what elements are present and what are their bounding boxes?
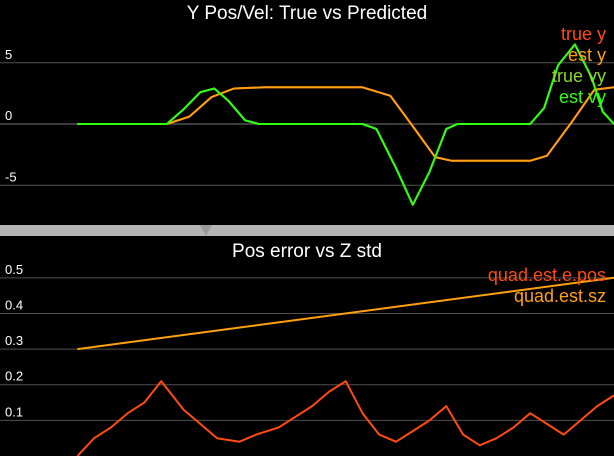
bottom-y-tick-label: 0.4 [5,297,23,312]
top-series [77,43,614,206]
bottom-series-line-quad-est-e-pos [76,380,614,456]
bottom-tick-labels: 0.1 0.2 0.3 0.4 0.5 [5,262,23,420]
bottom-legend-entry: quad.est.sz [514,286,606,306]
top-legend-entry: est y [568,45,606,65]
bottom-y-tick-label: 0.1 [5,404,23,419]
bottom-series-line-quad-est-sz [77,276,614,351]
bottom-y-tick-label: 0.3 [5,333,23,348]
bottom-chart-title: Pos error vs Z std [232,241,382,262]
bottom-grid [0,277,614,421]
top-y-tick-label: -5 [5,169,17,184]
top-legend-entry: true y [561,24,606,44]
top-series-line-est-y [77,86,614,162]
top-legend-entry: true vy [552,66,606,86]
bottom-legend-entry: quad.est.e.pos [488,265,606,285]
panel-splitter[interactable] [0,225,614,236]
top-series-line-est-vy [77,43,614,206]
top-y-tick-label: 5 [5,47,12,62]
bottom-y-tick-label: 0.5 [5,262,23,277]
panel-pos-error: 0.1 0.2 0.3 0.4 0.5 Pos error vs Z std quad.… [0,241,614,456]
top-tick-labels: -5 0 5 [5,47,17,185]
bottom-series [76,276,614,456]
top-chart-title: Y Pos/Vel: True vs Predicted [187,3,427,24]
top-legend-entry: est vy [559,87,606,107]
bottom-y-tick-label: 0.2 [5,369,23,384]
top-y-tick-label: 0 [5,108,12,123]
panel-position-velocity: -5 0 5 Y Pos/Vel: True vs Predicted true y… [0,3,614,206]
splitter-grip-icon [200,225,212,236]
